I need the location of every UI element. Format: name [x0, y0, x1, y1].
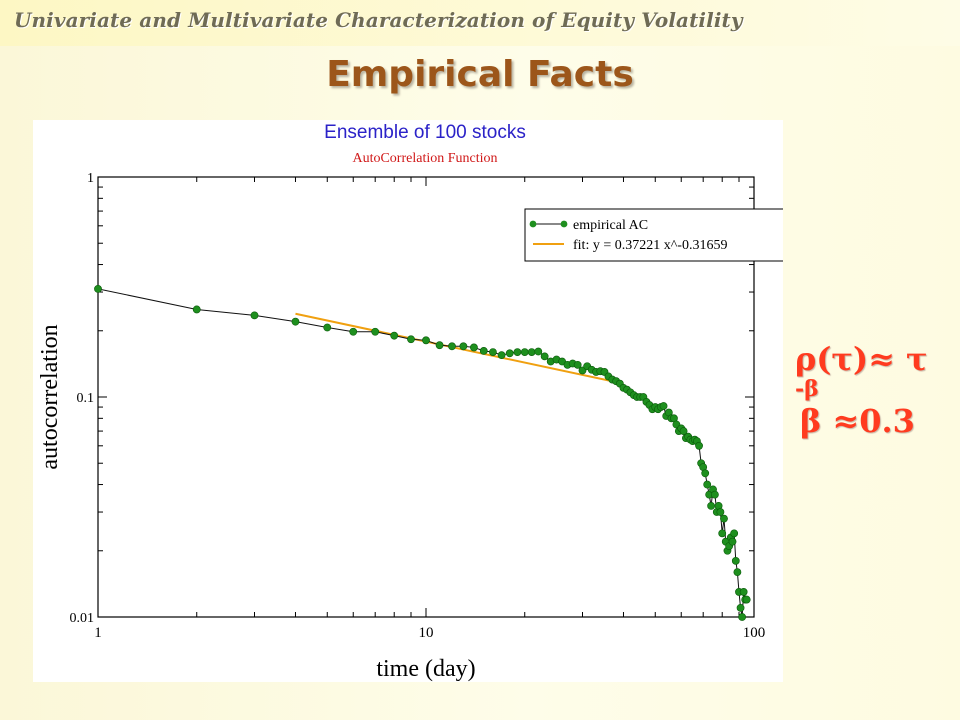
- data-points: [94, 285, 751, 621]
- empirical-point: [728, 537, 737, 546]
- empirical-point: [659, 402, 668, 410]
- empirical-point: [371, 327, 380, 336]
- empirical-point: [489, 348, 497, 356]
- legend: empirical AC fit: y = 0.37221 x^-0.31659: [524, 208, 783, 262]
- empirical-line: [97, 288, 747, 618]
- series-lines: [97, 288, 747, 618]
- empirical-point: [534, 347, 543, 356]
- y-tick-label: 0.1: [77, 391, 95, 406]
- empirical-point: [250, 311, 259, 320]
- legend-box: [524, 208, 783, 262]
- legend-empirical-label: empirical AC: [573, 218, 648, 233]
- empirical-point: [742, 595, 751, 604]
- empirical-point: [323, 323, 332, 332]
- empirical-point: [459, 342, 468, 351]
- empirical-point: [731, 556, 740, 565]
- empirical-point: [390, 331, 399, 340]
- empirical-point: [435, 341, 444, 350]
- empirical-point: [711, 490, 719, 499]
- empirical-point: [422, 336, 430, 345]
- empirical-point: [720, 514, 728, 523]
- presentation-title: Univariate and Multivariate Characteriza…: [14, 8, 743, 32]
- power-law-base: ρ(τ)≈ τ: [795, 340, 928, 378]
- fit-line: [295, 312, 624, 385]
- empirical-point: [291, 317, 300, 326]
- empirical-point: [192, 305, 201, 314]
- empirical-point: [707, 501, 716, 510]
- empirical-point: [573, 360, 582, 369]
- empirical-point: [701, 469, 710, 478]
- y-tick-label: 0.01: [70, 611, 95, 626]
- x-axis-label: time (day): [376, 656, 475, 682]
- autocorrelation-chart: Ensemble of 100 stocks AutoCorrelation F…: [33, 120, 783, 682]
- legend-empirical-marker: [560, 220, 568, 228]
- slide-title: Empirical Facts: [326, 54, 634, 95]
- y-axis-label: autocorrelation: [37, 324, 63, 469]
- empirical-point: [349, 327, 358, 336]
- empirical-point: [520, 348, 529, 356]
- chart-subtitle: AutoCorrelation Function: [352, 151, 497, 166]
- empirical-point: [407, 335, 415, 344]
- empirical-point: [540, 352, 549, 361]
- empirical-point: [716, 508, 725, 516]
- legend-empirical-marker: [529, 220, 537, 228]
- empirical-point: [703, 480, 712, 489]
- empirical-point: [497, 351, 506, 360]
- empirical-point: [679, 427, 688, 435]
- empirical-point: [738, 613, 747, 621]
- x-tick-label: 100: [743, 625, 766, 641]
- empirical-point: [736, 603, 745, 612]
- x-tick-label: 10: [419, 625, 434, 641]
- empirical-point: [733, 568, 742, 576]
- empirical-point: [739, 588, 748, 596]
- empirical-point: [730, 529, 739, 538]
- empirical-point: [470, 343, 478, 352]
- header-bar: Univariate and Multivariate Characteriza…: [0, 0, 960, 46]
- chart-svg: Ensemble of 100 stocks AutoCorrelation F…: [37, 122, 783, 682]
- empirical-point: [479, 347, 488, 355]
- empirical-point: [94, 285, 102, 293]
- y-tick-label: 1: [87, 171, 94, 186]
- legend-fit-label: fit: y = 0.37221 x^-0.31659: [573, 238, 727, 253]
- empirical-point: [695, 441, 703, 450]
- power-law-formula: ρ(τ)≈ τ -β: [795, 340, 960, 416]
- empirical-point: [513, 348, 522, 356]
- power-law-exponent: -β: [795, 376, 819, 402]
- chart-title: Ensemble of 100 stocks: [324, 122, 526, 143]
- empirical-point: [505, 349, 514, 358]
- empirical-point: [527, 348, 536, 356]
- empirical-point: [448, 342, 456, 351]
- beta-value: β ≈0.3: [800, 402, 915, 440]
- empirical-point: [718, 529, 727, 538]
- x-tick-label: 1: [94, 625, 102, 641]
